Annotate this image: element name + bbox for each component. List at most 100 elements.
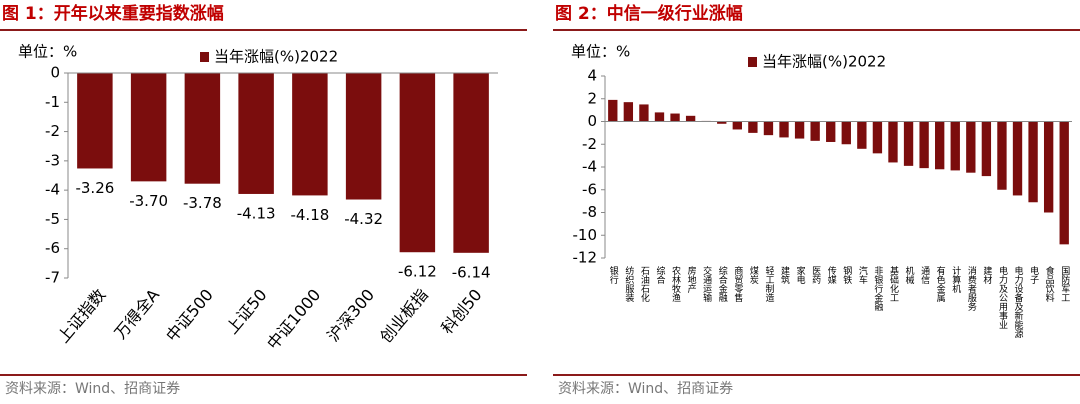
legend-label: 当年涨幅(%)2022 bbox=[214, 48, 338, 66]
bar bbox=[292, 73, 328, 196]
value-label: -6.14 bbox=[452, 263, 491, 281]
x-tick-label: 创业板指 bbox=[376, 285, 432, 346]
x-tick-label: 万得全A bbox=[111, 285, 163, 342]
y-tick-label: -8 bbox=[582, 203, 597, 221]
legend-swatch bbox=[200, 52, 209, 62]
bar bbox=[966, 121, 976, 173]
x-tick-label: 煤炭 bbox=[748, 265, 759, 285]
bar bbox=[639, 104, 649, 122]
bar bbox=[608, 99, 618, 122]
bar bbox=[623, 102, 634, 122]
bar bbox=[345, 73, 382, 200]
x-tick-label: 商贸零售 bbox=[732, 265, 743, 303]
x-tick-label: 通信 bbox=[919, 266, 930, 285]
x-tick-label: 银行 bbox=[608, 265, 619, 285]
value-label: -3.78 bbox=[183, 194, 222, 212]
y-tick-label: 0 bbox=[587, 112, 597, 130]
x-tick-label: 家电 bbox=[795, 265, 806, 284]
x-tick-label: 轻工制造 bbox=[763, 265, 774, 303]
x-tick-label: 石油石化 bbox=[639, 266, 650, 303]
bar bbox=[919, 121, 929, 169]
bar bbox=[717, 121, 727, 124]
chart-title: 图 2：中信一级行业涨幅 bbox=[555, 3, 743, 24]
y-tick-label: -5 bbox=[45, 210, 60, 228]
x-tick-label: 机械 bbox=[904, 265, 915, 285]
y-tick-label: 2 bbox=[587, 89, 597, 107]
bar bbox=[1028, 121, 1038, 203]
y-tick-label: -2 bbox=[582, 135, 597, 153]
x-tick-label: 房地产 bbox=[686, 265, 697, 294]
y-tick-label: -4 bbox=[45, 181, 60, 199]
bar bbox=[1043, 121, 1054, 213]
bar bbox=[453, 73, 489, 253]
legend-label: 当年涨幅(%)2022 bbox=[762, 53, 886, 71]
x-tick-label: 中证500 bbox=[162, 285, 217, 345]
x-tick-label: 食品饮料 bbox=[1044, 265, 1055, 303]
bar bbox=[857, 121, 867, 149]
bar bbox=[1059, 121, 1069, 245]
bar bbox=[77, 73, 113, 169]
unit: 单位：% bbox=[18, 43, 77, 61]
bar bbox=[981, 121, 992, 177]
y-tick-label: -1 bbox=[45, 93, 60, 111]
x-tick-label: 上证50 bbox=[222, 285, 270, 337]
bar bbox=[748, 121, 758, 133]
x-tick-label: 基础化工 bbox=[888, 265, 899, 302]
bar bbox=[935, 121, 945, 170]
value-label: -3.70 bbox=[129, 192, 168, 210]
x-tick-label: 上证指数 bbox=[54, 285, 110, 346]
bar bbox=[826, 121, 836, 142]
bar bbox=[184, 73, 221, 184]
y-tick-label: -6 bbox=[582, 180, 597, 198]
y-tick-label: -7 bbox=[45, 269, 60, 287]
bar bbox=[670, 113, 680, 122]
x-tick-label: 农林牧渔 bbox=[670, 265, 681, 302]
source: 资料来源：Wind、招商证券 bbox=[5, 381, 180, 397]
x-tick-label: 综合金融 bbox=[717, 265, 728, 303]
y-tick-label: -4 bbox=[582, 158, 597, 176]
x-tick-label: 建材 bbox=[981, 265, 992, 284]
bar bbox=[779, 121, 789, 138]
bar bbox=[872, 121, 883, 154]
bar bbox=[950, 121, 960, 171]
value-label: -4.32 bbox=[344, 210, 383, 228]
x-tick-label: 医药 bbox=[810, 266, 821, 285]
bar bbox=[238, 73, 274, 194]
x-tick-label: 消费者服务 bbox=[966, 265, 977, 312]
x-tick-label: 传媒 bbox=[826, 265, 837, 285]
y-tick-label: 4 bbox=[587, 67, 597, 85]
x-tick-label: 纺织服装 bbox=[623, 265, 634, 303]
bar bbox=[888, 121, 898, 163]
bar bbox=[685, 115, 696, 122]
x-tick-label: 国防军工 bbox=[1059, 266, 1070, 302]
x-tick-label: 电力及公用事业 bbox=[997, 265, 1008, 329]
bar bbox=[1012, 121, 1023, 196]
value-label: -4.13 bbox=[237, 204, 276, 222]
x-tick-label: 计算机 bbox=[950, 265, 961, 294]
x-tick-label: 科创50 bbox=[437, 285, 485, 337]
bar bbox=[399, 73, 436, 253]
chart-title: 图 1：开年以来重要指数涨幅 bbox=[2, 3, 224, 24]
bar bbox=[903, 121, 914, 166]
bar bbox=[763, 121, 774, 136]
value-label: -3.26 bbox=[75, 179, 114, 197]
unit: 单位：% bbox=[571, 43, 630, 61]
x-tick-label: 中证1000 bbox=[263, 285, 324, 353]
x-tick-label: 电力设备及新能源 bbox=[1013, 265, 1024, 339]
x-tick-label: 电子 bbox=[1028, 265, 1039, 284]
y-tick-label: -2 bbox=[45, 122, 60, 140]
value-label: -6.12 bbox=[398, 263, 437, 281]
x-tick-label: 钢铁 bbox=[841, 265, 852, 285]
x-tick-label: 有色金属 bbox=[935, 265, 946, 303]
value-label: -4.18 bbox=[290, 206, 329, 224]
x-tick-label: 非银行金融 bbox=[872, 265, 883, 312]
bar bbox=[130, 73, 167, 182]
x-tick-label: 汽车 bbox=[857, 265, 868, 285]
bar bbox=[841, 121, 851, 145]
legend-swatch bbox=[748, 57, 757, 67]
bar bbox=[997, 121, 1007, 190]
y-tick-label: -3 bbox=[45, 151, 60, 169]
y-tick-label: -10 bbox=[573, 226, 598, 244]
bar bbox=[810, 121, 820, 141]
